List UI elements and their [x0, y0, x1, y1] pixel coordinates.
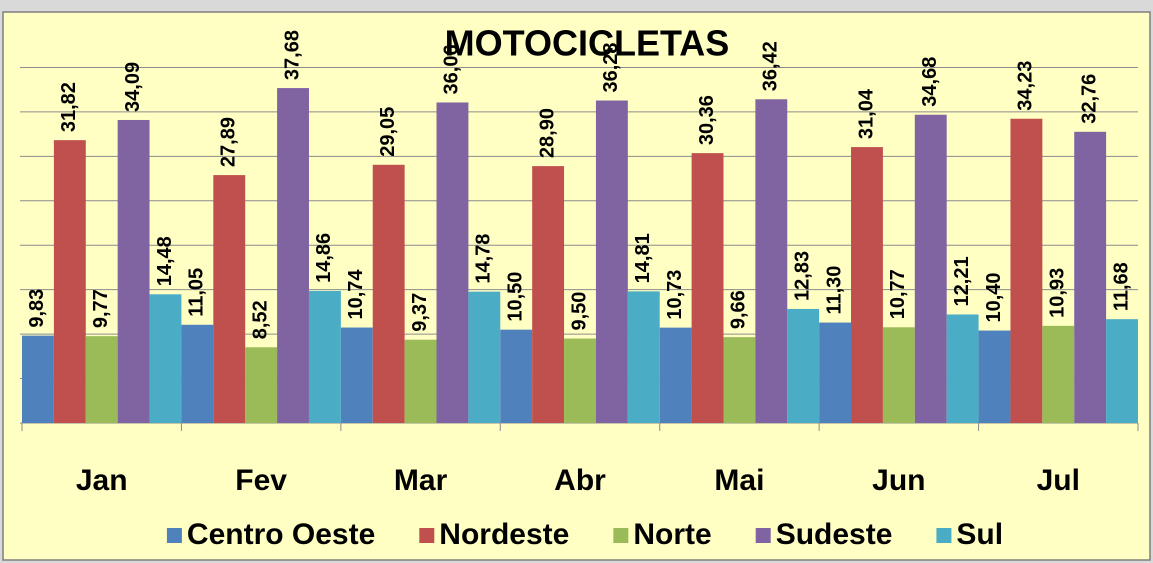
legend-swatch — [755, 528, 771, 543]
x-tick-label: Fev — [235, 464, 287, 497]
bar — [1042, 325, 1075, 423]
bar — [946, 314, 979, 423]
value-label: 12,83 — [791, 251, 813, 301]
bar — [149, 294, 182, 423]
value-label: 36,28 — [600, 42, 622, 92]
bar — [213, 175, 246, 423]
x-tick-label: Jun — [872, 464, 925, 497]
bar — [723, 337, 756, 423]
value-label: 10,74 — [345, 269, 367, 320]
bar — [882, 327, 915, 423]
bar — [1106, 319, 1138, 423]
value-label: 30,36 — [696, 95, 718, 145]
value-label: 10,93 — [1047, 268, 1069, 318]
bar — [564, 338, 596, 423]
legend-label: Sul — [956, 518, 1003, 551]
bar — [436, 102, 469, 423]
value-label: 36,06 — [441, 44, 463, 94]
value-label: 14,81 — [632, 233, 654, 283]
value-label: 9,37 — [409, 293, 431, 332]
legend-swatch — [936, 528, 952, 543]
bar — [978, 330, 1011, 423]
value-label: 36,42 — [760, 41, 782, 91]
bar — [819, 322, 852, 423]
value-label: 10,50 — [505, 272, 527, 322]
legend-swatch — [613, 528, 629, 543]
bar — [181, 324, 214, 423]
value-label: 34,23 — [1015, 61, 1037, 111]
x-tick-label: Abr — [554, 464, 606, 497]
bar — [340, 327, 373, 423]
bar — [468, 291, 501, 423]
value-label: 14,86 — [313, 233, 335, 283]
bar — [914, 114, 947, 423]
bar — [500, 329, 533, 423]
value-label: 10,40 — [983, 272, 1005, 322]
value-label: 9,50 — [568, 292, 590, 331]
legend-label: Centro Oeste — [187, 518, 375, 551]
value-label: 34,09 — [122, 62, 144, 112]
value-label: 34,68 — [919, 57, 941, 107]
x-tick-label: Mai — [714, 464, 764, 497]
legend-label: Sudeste — [776, 518, 893, 551]
bar — [117, 119, 150, 423]
bar — [532, 166, 565, 423]
x-tick-label: Mar — [394, 464, 448, 497]
value-label: 14,78 — [473, 234, 495, 284]
bar — [659, 327, 692, 423]
value-label: 28,90 — [536, 108, 558, 158]
value-label: 8,52 — [249, 300, 271, 339]
bar — [787, 308, 820, 423]
bar — [627, 291, 660, 423]
value-label: 27,89 — [218, 117, 240, 167]
value-label: 11,68 — [1110, 262, 1132, 311]
bar — [851, 147, 883, 424]
value-label: 12,21 — [951, 256, 973, 306]
value-label: 32,76 — [1078, 74, 1100, 124]
value-label: 31,04 — [855, 88, 877, 139]
legend-label: Nordeste — [439, 518, 569, 551]
plot-area — [20, 66, 1139, 431]
value-label: 37,68 — [281, 30, 303, 80]
legend-swatch — [166, 528, 182, 543]
bar — [372, 164, 405, 423]
bar — [22, 335, 54, 423]
value-label: 29,05 — [377, 107, 399, 157]
x-tick-label: Jul — [1037, 464, 1080, 497]
value-label: 11,30 — [823, 266, 845, 315]
bar — [245, 347, 278, 423]
bar — [404, 339, 437, 423]
chart-area — [2, 11, 1151, 561]
legend-swatch — [419, 528, 435, 543]
bar — [53, 140, 86, 423]
value-label: 11,05 — [186, 268, 208, 317]
value-label: 9,77 — [90, 289, 112, 328]
value-label: 31,82 — [58, 82, 80, 132]
bar — [755, 99, 788, 424]
legend-label: Norte — [633, 518, 711, 551]
value-label: 10,73 — [664, 270, 686, 320]
bar — [595, 100, 628, 423]
bar — [691, 153, 724, 423]
chart-title: MOTOCICLETAS — [445, 23, 730, 64]
bar — [277, 88, 309, 424]
value-label: 10,77 — [887, 269, 909, 319]
value-label: 9,66 — [728, 290, 750, 329]
bar — [85, 336, 118, 423]
bar — [308, 290, 341, 423]
value-label: 14,48 — [154, 236, 176, 286]
value-label: 9,83 — [26, 289, 48, 328]
bar — [1074, 131, 1107, 424]
x-tick-label: Jan — [76, 464, 128, 497]
bar — [1010, 118, 1043, 423]
